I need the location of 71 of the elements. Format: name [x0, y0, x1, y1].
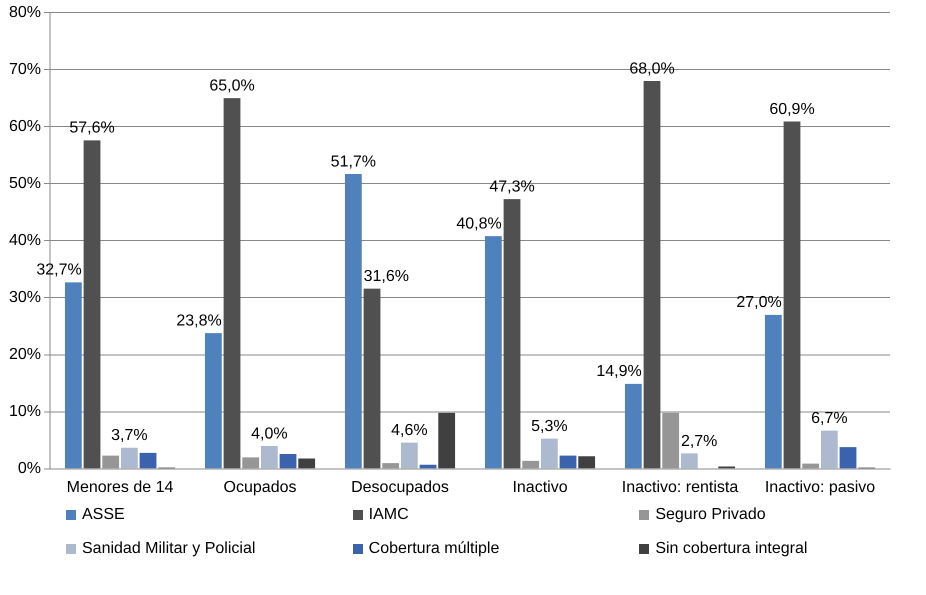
y-tick-label: 70% — [8, 61, 42, 78]
data-label: 4,6% — [391, 422, 428, 439]
bar — [522, 460, 540, 468]
legend-label: Sin cobertura integral — [655, 540, 808, 558]
x-tick-label: Menores de 14 — [66, 478, 174, 496]
data-label: 47,3% — [489, 178, 535, 196]
y-tick-label: 20% — [8, 346, 42, 364]
x-tick-label: Inactivo: rentista — [622, 478, 738, 496]
y-tick-label: 80% — [8, 4, 42, 22]
y-tick-label: 10% — [8, 403, 42, 420]
bar — [102, 456, 120, 468]
bar — [504, 199, 520, 468]
data-label: 40,8% — [456, 216, 502, 233]
data-label: 14,9% — [596, 363, 642, 380]
bar — [662, 412, 680, 468]
bar — [364, 288, 380, 468]
bar — [644, 81, 660, 468]
bar — [204, 333, 222, 468]
data-label: 5,3% — [531, 418, 568, 435]
legend-label: Sanidad Militar y Policial — [82, 540, 256, 558]
legend-label: IAMC — [368, 506, 409, 524]
data-label: 2,7% — [680, 432, 718, 450]
bar — [438, 412, 456, 468]
bar — [840, 447, 856, 468]
bar — [64, 282, 82, 468]
bar — [120, 448, 138, 468]
data-label: 57,6% — [69, 120, 115, 137]
bar — [560, 456, 576, 468]
bar — [420, 464, 436, 468]
y-tick-label: 30% — [8, 289, 42, 306]
data-label: 68,0% — [629, 60, 675, 78]
bar — [764, 314, 782, 468]
data-label: 4,0% — [251, 425, 288, 442]
data-label: 6,7% — [811, 410, 848, 427]
data-label: 60,9% — [769, 100, 815, 118]
bar — [484, 236, 502, 468]
bar — [400, 442, 418, 468]
x-tick-label: Inactivo — [512, 478, 568, 496]
bar — [140, 452, 156, 468]
bar — [578, 456, 596, 468]
bar — [382, 463, 400, 468]
bar — [680, 453, 698, 468]
legend-label: Cobertura múltiple — [368, 540, 500, 558]
bar — [224, 98, 240, 468]
bar — [784, 122, 800, 468]
data-label: 23,8% — [176, 312, 222, 330]
bar — [280, 454, 296, 468]
bar — [624, 384, 642, 468]
data-label: 32,7% — [36, 262, 82, 279]
x-tick-label: Ocupados — [224, 478, 296, 496]
bar — [260, 446, 278, 468]
bar — [298, 458, 316, 468]
bar — [820, 430, 838, 468]
y-tick-label: 40% — [8, 232, 42, 250]
data-label: 3,7% — [111, 427, 148, 444]
bar — [242, 457, 260, 468]
bar — [84, 140, 100, 468]
legend-label: ASSE — [82, 506, 125, 524]
x-tick-label: Desocupados — [351, 478, 449, 496]
data-label: 27,0% — [736, 294, 782, 312]
legend-label: Seguro Privado — [655, 506, 766, 524]
data-label: 31,6% — [364, 268, 409, 286]
bar — [802, 464, 820, 468]
y-tick-label: 50% — [8, 175, 42, 192]
y-tick-label: 0% — [18, 460, 42, 478]
bar — [540, 438, 558, 468]
y-tick-label: 60% — [8, 118, 42, 136]
data-label: 51,7% — [330, 153, 376, 170]
data-label: 65,0% — [209, 78, 255, 95]
x-tick-label: Inactivo: pasivo — [764, 478, 876, 496]
bar — [344, 174, 362, 468]
